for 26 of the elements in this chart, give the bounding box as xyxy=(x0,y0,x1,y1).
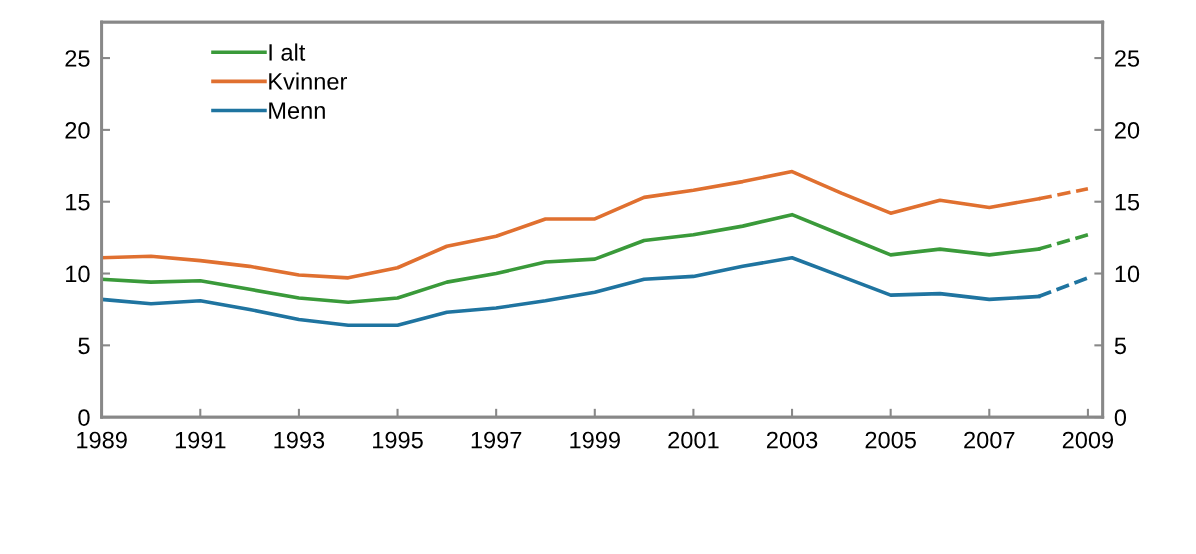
y2-tick-label: 5 xyxy=(1114,337,1126,355)
y-tick-label: 0 xyxy=(78,409,90,426)
x-tick-label: 2005 xyxy=(865,431,916,449)
y-tick-label: 25 xyxy=(65,50,90,67)
legend-label: Menn xyxy=(269,102,325,119)
legend-label: I alt xyxy=(269,43,306,61)
x-tick-label: 1997 xyxy=(471,431,522,449)
y-tick-label: 15 xyxy=(66,194,90,211)
x-tick-label: 1991 xyxy=(175,431,226,449)
y2-tick-label: 15 xyxy=(1115,194,1140,211)
y2-tick-label: 0 xyxy=(1114,409,1127,426)
x-tick-label: 2003 xyxy=(766,431,818,449)
y2-tick-label: 20 xyxy=(1115,121,1140,139)
y2-tick-label: 10 xyxy=(1115,265,1140,283)
x-tick-label: 2007 xyxy=(964,431,1015,449)
x-tick-label: 1989 xyxy=(77,431,127,449)
legend-label: Kvinner xyxy=(269,72,347,90)
x-tick-label: 2009 xyxy=(1062,431,1114,449)
x-tick-label: 2001 xyxy=(668,431,719,449)
x-tick-label: 1993 xyxy=(274,431,325,449)
y-tick-label: 5 xyxy=(78,337,90,355)
y-tick-label: 20 xyxy=(65,121,90,139)
x-tick-label: 1999 xyxy=(570,431,620,449)
y2-tick-label: 25 xyxy=(1115,50,1140,67)
y-tick-label: 10 xyxy=(66,265,90,283)
x-tick-label: 1995 xyxy=(373,431,423,449)
